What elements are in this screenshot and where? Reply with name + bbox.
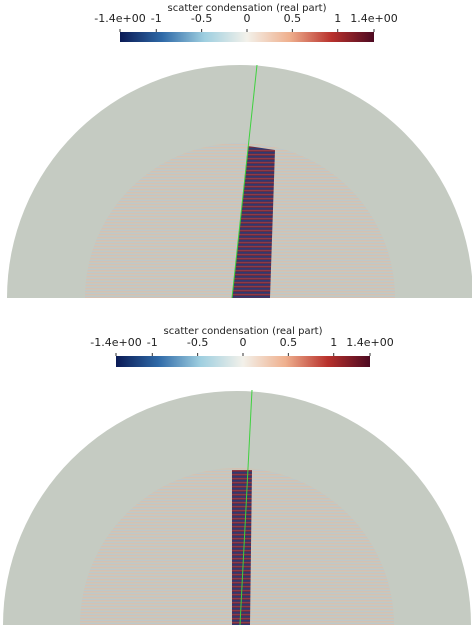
colorbar-tick-label: -1 [151, 12, 162, 25]
colorbar-tick-label: 1 [330, 336, 337, 349]
colorbar-tick-label: 0.5 [284, 12, 302, 25]
colorbar-tick-label: -1.4e+00 [90, 336, 141, 349]
colorbar-tick-label: -1 [147, 336, 158, 349]
colorbar-tick-label: -0.5 [191, 12, 212, 25]
colorbar-tick-label: -0.5 [187, 336, 208, 349]
colorbar-tick-label: -1.4e+00 [94, 12, 145, 25]
colorbar-tick-label: 1 [334, 12, 341, 25]
colorbar-tick-label: 0 [244, 12, 251, 25]
colorbar [116, 356, 370, 367]
colorbar-tick-label: 0.5 [280, 336, 298, 349]
colorbar-tick-label: 1.4e+00 [346, 336, 393, 349]
beam [232, 470, 252, 625]
colorbar-tick-label: 0 [240, 336, 247, 349]
colorbar [120, 32, 374, 42]
panel: scatter condensation (real part)-1.4e+00… [7, 3, 472, 298]
colorbar-tick-label: 1.4e+00 [350, 12, 397, 25]
visualization: scatter condensation (real part)-1.4e+00… [0, 0, 472, 631]
panel: scatter condensation (real part)-1.4e+00… [3, 326, 471, 625]
